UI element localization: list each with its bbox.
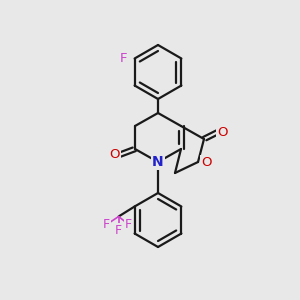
- Text: F: F: [120, 52, 127, 65]
- Text: O: O: [217, 125, 227, 139]
- Text: O: O: [201, 155, 211, 169]
- Text: F: F: [115, 224, 122, 237]
- Text: N: N: [152, 155, 164, 169]
- Text: F: F: [103, 218, 110, 231]
- Text: F: F: [125, 218, 132, 231]
- Text: O: O: [110, 148, 120, 161]
